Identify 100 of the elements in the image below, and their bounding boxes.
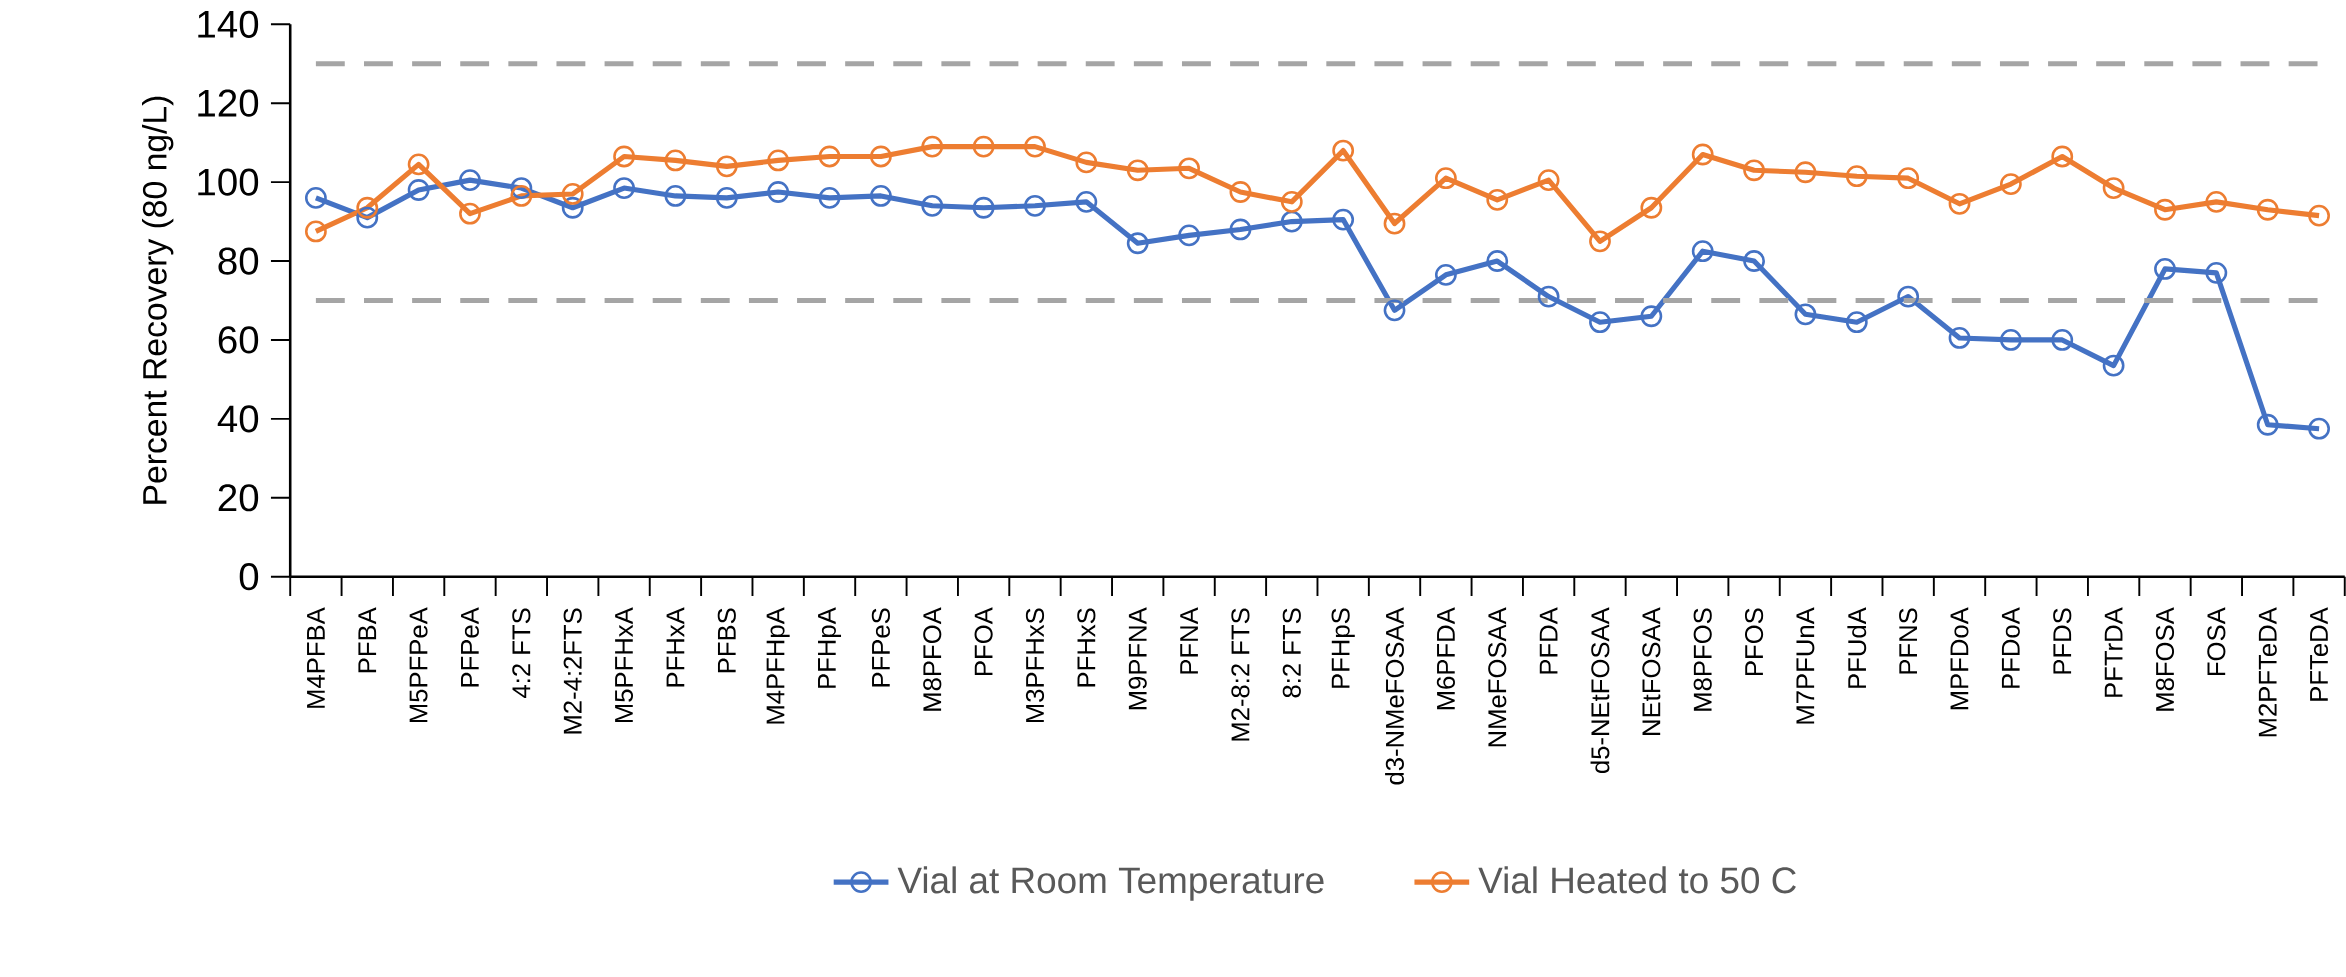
x-tick-label: M8FOSA bbox=[2155, 607, 2175, 711]
point bbox=[921, 195, 944, 217]
point bbox=[304, 187, 327, 209]
x-tick-label: M7PFUnA bbox=[1796, 607, 1815, 724]
x-tick-label: PFHpS bbox=[1331, 608, 1355, 688]
x-tick-label: M8PFOS bbox=[1693, 608, 1712, 711]
point bbox=[1024, 195, 1046, 217]
x-tick-label: 8:2 FTS bbox=[1282, 608, 1301, 698]
point bbox=[561, 183, 584, 205]
point bbox=[1640, 305, 1663, 328]
y-axis-title: Percent Recovery (80 ng/L) bbox=[141, 96, 174, 504]
point bbox=[921, 135, 944, 158]
x-tick-label: MPFDoA bbox=[1950, 607, 1969, 710]
point bbox=[1948, 193, 1971, 215]
x-tick-label: M3PFHxS bbox=[1025, 608, 1045, 723]
point bbox=[1845, 165, 1868, 188]
point bbox=[1794, 303, 1817, 326]
point bbox=[1537, 285, 1560, 308]
point bbox=[1589, 230, 1611, 253]
point bbox=[1024, 135, 1046, 158]
y-tick-label: 140 bbox=[198, 10, 259, 39]
point bbox=[1178, 157, 1200, 180]
legend-label: Vial Heated to 50 C bbox=[1478, 866, 1796, 894]
point bbox=[1229, 181, 1252, 204]
x-tick-label: PFPeA bbox=[461, 607, 479, 687]
point bbox=[1691, 143, 1714, 166]
y-tick-label: 0 bbox=[239, 563, 259, 591]
x-tick-label: M5PFHxA bbox=[615, 607, 634, 723]
x-tick-label: PFTeDA bbox=[2310, 607, 2329, 701]
x-tick-label: PFUdA bbox=[1847, 607, 1867, 688]
x-tick-label: M8PFOA bbox=[923, 607, 942, 711]
x-tick-label: M2-8:2 FTS bbox=[1231, 608, 1250, 741]
point bbox=[1486, 250, 1509, 273]
point bbox=[2256, 198, 2279, 221]
y-tick-label: 80 bbox=[218, 247, 259, 275]
point bbox=[2154, 198, 2176, 221]
point bbox=[1999, 329, 2022, 351]
x-tick-label: PFTrDA bbox=[2104, 607, 2123, 697]
x-tick-label: NEtFOSAA bbox=[1642, 607, 1661, 736]
point bbox=[1640, 196, 1663, 219]
point bbox=[1126, 159, 1149, 182]
point bbox=[1691, 240, 1714, 263]
point bbox=[304, 220, 327, 243]
point bbox=[1075, 191, 1098, 213]
point bbox=[510, 177, 533, 200]
point bbox=[561, 196, 584, 219]
point bbox=[664, 149, 687, 172]
x-tick-label: M4PFBA bbox=[307, 607, 325, 708]
x-tick-label: PFNA bbox=[1180, 607, 1198, 674]
x-tick-label: PFDS bbox=[2053, 608, 2072, 674]
legend-label: Vial at Room Temperature bbox=[897, 866, 1324, 901]
point bbox=[1383, 212, 1406, 235]
point bbox=[613, 177, 635, 200]
point bbox=[2256, 413, 2279, 436]
x-tick-label: d3-NMeFOSAA bbox=[1385, 607, 1404, 785]
x-tick-label: M4PFHpA bbox=[766, 607, 790, 724]
point bbox=[1126, 232, 1149, 255]
x-tick-label: PFBS bbox=[717, 608, 736, 673]
x-tick-label: PFDA bbox=[1539, 607, 1558, 674]
point bbox=[972, 196, 995, 219]
x-tick-label: FOSA bbox=[2207, 607, 2226, 676]
point bbox=[1589, 311, 1611, 334]
point bbox=[1743, 159, 1765, 182]
x-tick-label: M6PFDA bbox=[1436, 607, 1455, 710]
point bbox=[2205, 262, 2228, 284]
point bbox=[1383, 299, 1406, 322]
point bbox=[767, 149, 790, 172]
point bbox=[1948, 327, 1971, 350]
x-tick-label: M2-4:2FTS bbox=[563, 608, 582, 734]
x-tick-label: PFOS bbox=[1744, 608, 1764, 676]
x-tick-label: NMeFOSAA bbox=[1488, 607, 1507, 747]
x-tick-label: M2PFTeDA bbox=[2258, 607, 2277, 737]
x-tick-label: PFHxA bbox=[666, 607, 685, 687]
point bbox=[818, 145, 841, 168]
point bbox=[2154, 258, 2176, 280]
point bbox=[613, 145, 635, 168]
y-tick-label: 20 bbox=[218, 484, 259, 512]
point bbox=[356, 206, 379, 229]
x-tick-label: PFHxS bbox=[1077, 608, 1096, 687]
point bbox=[1743, 250, 1765, 273]
point bbox=[2308, 204, 2330, 227]
x-tick-label: d5-NEtFOSAA bbox=[1590, 607, 1610, 774]
point bbox=[407, 153, 430, 176]
x-tick-label: PFPeS bbox=[871, 608, 890, 687]
point bbox=[1332, 208, 1355, 231]
x-tick-label: PFDoA bbox=[2001, 607, 2020, 688]
point bbox=[2102, 177, 2125, 200]
point bbox=[1537, 169, 1560, 192]
point bbox=[818, 187, 841, 209]
x-tick-label: PFBA bbox=[358, 607, 377, 673]
point bbox=[869, 145, 892, 168]
point bbox=[2051, 329, 2074, 351]
point bbox=[1999, 173, 2022, 196]
y-tick-label: 60 bbox=[218, 326, 259, 354]
point bbox=[869, 185, 892, 207]
y-tick-label: 100 bbox=[198, 168, 259, 196]
point bbox=[459, 202, 481, 225]
point bbox=[1897, 285, 1920, 308]
point bbox=[1845, 311, 1868, 334]
point bbox=[1332, 139, 1355, 162]
